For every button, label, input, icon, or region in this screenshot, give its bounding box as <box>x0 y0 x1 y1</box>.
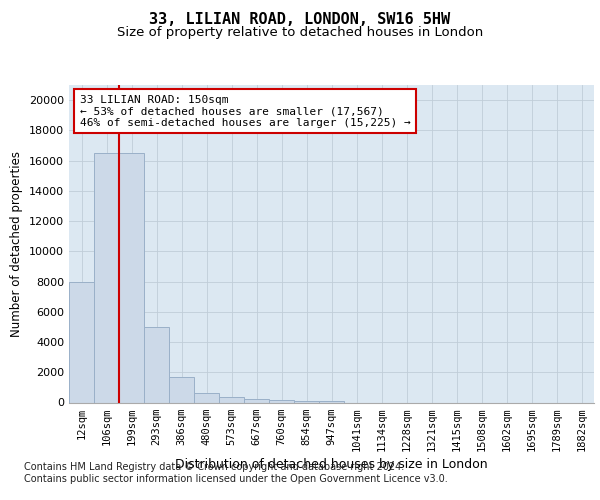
Bar <box>194 394 219 402</box>
Text: 33, LILIAN ROAD, LONDON, SW16 5HW: 33, LILIAN ROAD, LONDON, SW16 5HW <box>149 12 451 28</box>
Bar <box>244 400 269 402</box>
Bar <box>119 153 144 402</box>
Bar <box>69 282 94 403</box>
Text: Contains HM Land Registry data © Crown copyright and database right 2024.
Contai: Contains HM Land Registry data © Crown c… <box>24 462 448 484</box>
Bar <box>269 400 294 402</box>
Text: 33 LILIAN ROAD: 150sqm
← 53% of detached houses are smaller (17,567)
46% of semi: 33 LILIAN ROAD: 150sqm ← 53% of detached… <box>79 94 410 128</box>
Bar <box>219 397 244 402</box>
Text: Size of property relative to detached houses in London: Size of property relative to detached ho… <box>117 26 483 39</box>
Bar <box>169 377 194 402</box>
Bar <box>94 153 119 402</box>
Y-axis label: Number of detached properties: Number of detached properties <box>10 151 23 337</box>
X-axis label: Distribution of detached houses by size in London: Distribution of detached houses by size … <box>175 458 488 471</box>
Bar <box>144 327 169 402</box>
Bar <box>294 401 319 402</box>
